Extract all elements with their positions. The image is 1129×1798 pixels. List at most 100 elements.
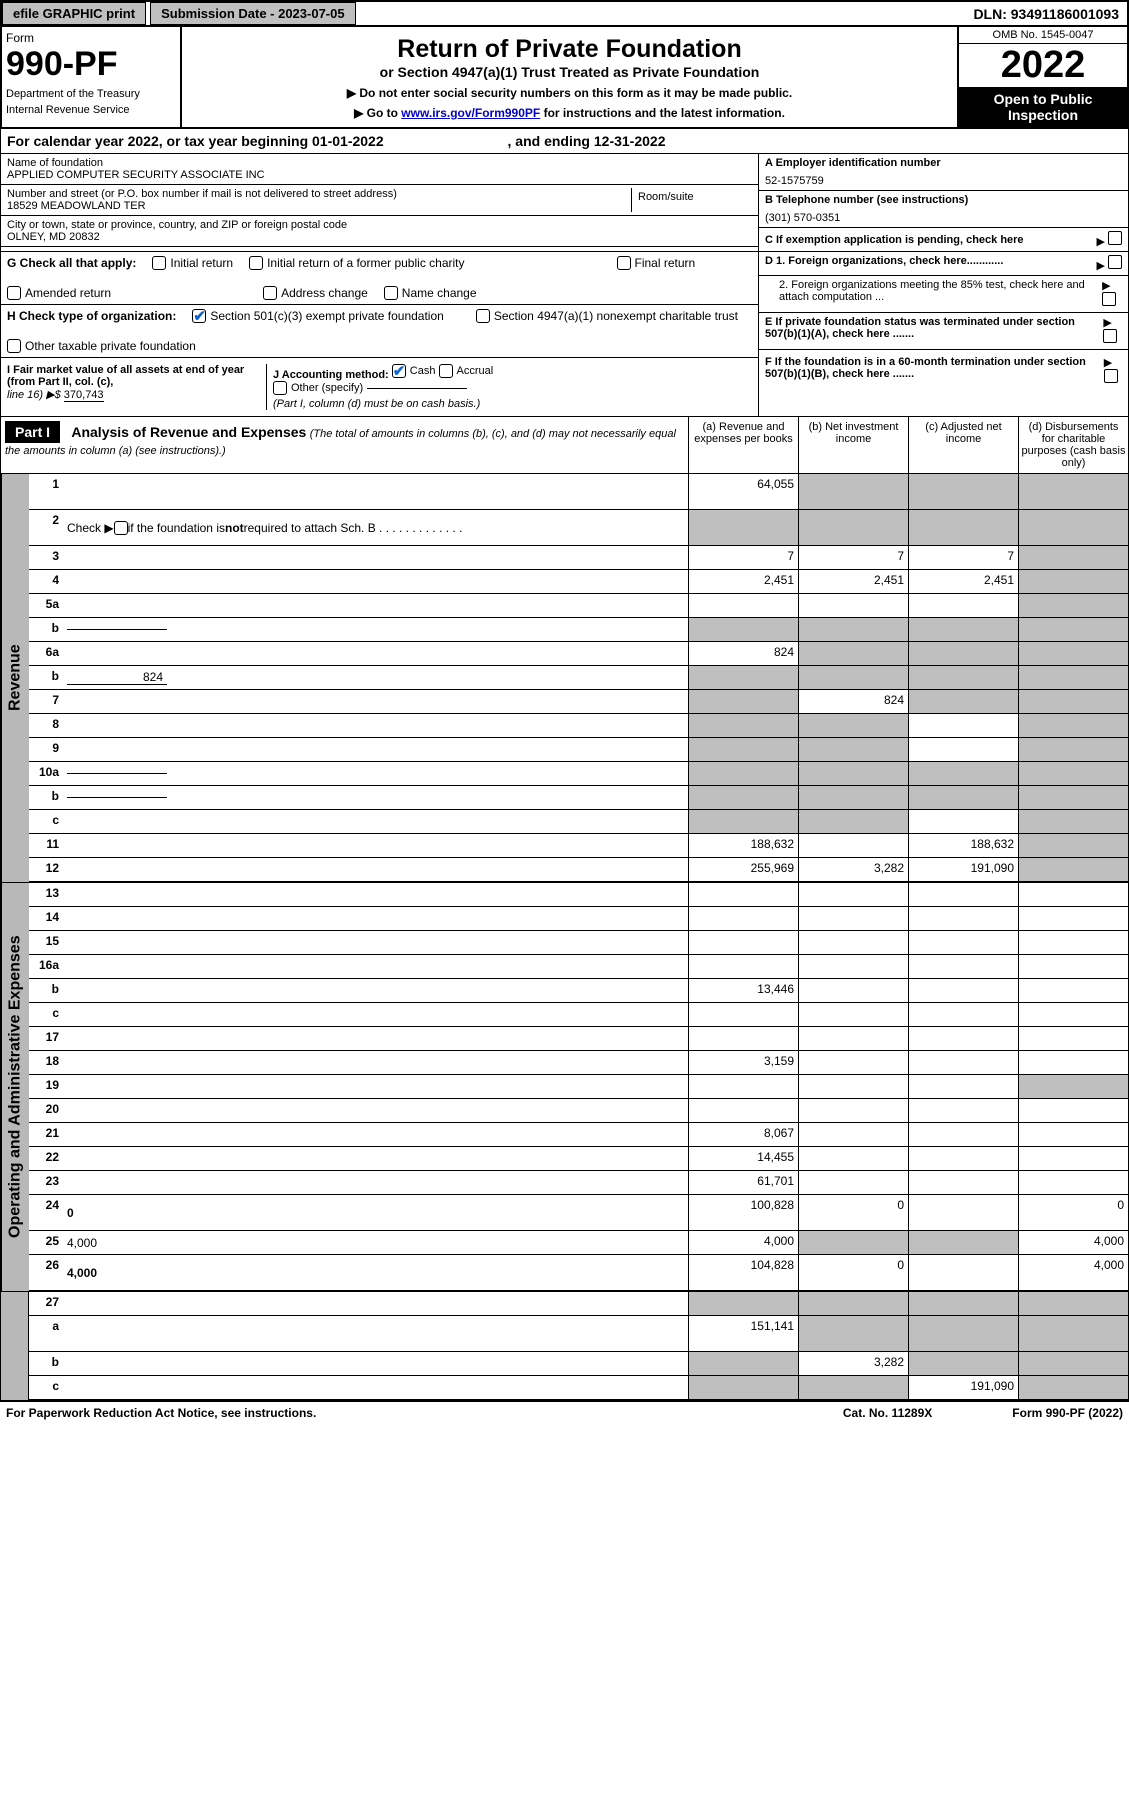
row-num: 19 — [29, 1075, 63, 1098]
table-row: 8 — [29, 714, 1128, 738]
row-val-d — [1018, 883, 1128, 906]
row-val-b — [798, 642, 908, 665]
row-num: 10a — [29, 762, 63, 785]
row-num: 12 — [29, 858, 63, 881]
row-val-a: 255,969 — [688, 858, 798, 881]
exemption-label: C If exemption application is pending, c… — [765, 234, 1024, 246]
g-opt-2: Final return — [635, 256, 696, 270]
row-val-c — [908, 1099, 1018, 1122]
exemption-checkbox[interactable] — [1108, 231, 1122, 245]
form-label: Form — [6, 31, 176, 45]
row-val-b — [798, 1123, 908, 1146]
row-val-c — [908, 1123, 1018, 1146]
g-right: D 1. Foreign organizations, check here..… — [758, 252, 1128, 416]
row-val-c — [908, 1051, 1018, 1074]
row-desc — [63, 810, 688, 833]
f-checkbox[interactable] — [1104, 369, 1118, 383]
form-header: Form 990-PF Department of the Treasury I… — [0, 27, 1129, 129]
row-val-d — [1018, 1003, 1128, 1026]
chk-initial[interactable] — [152, 256, 166, 270]
revenue-sidelabel: Revenue — [1, 474, 29, 882]
irs-link[interactable]: www.irs.gov/Form990PF — [401, 106, 540, 120]
table-row: 11188,632188,632 — [29, 834, 1128, 858]
row-val-d — [1018, 1075, 1128, 1098]
row-val-c — [908, 1195, 1018, 1230]
row-val-d: 4,000 — [1018, 1231, 1128, 1254]
row-num: c — [29, 1003, 63, 1026]
f-label: F If the foundation is in a 60-month ter… — [765, 356, 1104, 386]
form-number: 990-PF — [6, 45, 176, 84]
chk-other-tax[interactable] — [7, 339, 21, 353]
chk-final[interactable] — [617, 256, 631, 270]
row-val-c — [908, 1352, 1018, 1375]
street-label: Number and street (or P.O. box number if… — [7, 188, 631, 200]
row-val-a — [688, 1376, 798, 1399]
row-val-a — [688, 594, 798, 617]
part1-label: Part I — [5, 421, 60, 443]
chk-initial-former[interactable] — [249, 256, 263, 270]
row-val-d — [1018, 907, 1128, 930]
row-desc — [63, 1075, 688, 1098]
row-val-d — [1018, 1027, 1128, 1050]
row-val-a — [688, 907, 798, 930]
chk-name[interactable] — [384, 286, 398, 300]
chk-address[interactable] — [263, 286, 277, 300]
chk-cash[interactable] — [392, 364, 406, 378]
row-val-a — [688, 1027, 798, 1050]
dept-irs: Internal Revenue Service — [6, 104, 176, 116]
row-desc — [63, 1147, 688, 1170]
phone-value: (301) 570-0351 — [765, 212, 1122, 224]
row-val-a: 14,455 — [688, 1147, 798, 1170]
row-val-c — [908, 931, 1018, 954]
row-val-c — [908, 738, 1018, 761]
name-label: Name of foundation — [7, 157, 752, 169]
table-row: 15 — [29, 931, 1128, 955]
row-val-d — [1018, 738, 1128, 761]
d1-checkbox[interactable] — [1108, 255, 1122, 269]
chk-amended[interactable] — [7, 286, 21, 300]
schb-checkbox[interactable] — [114, 521, 128, 535]
info-left: Name of foundation APPLIED COMPUTER SECU… — [1, 154, 758, 251]
row-val-a: 100,828 — [688, 1195, 798, 1230]
row-num: 18 — [29, 1051, 63, 1074]
chk-other-method[interactable] — [273, 381, 287, 395]
info-right: A Employer identification number 52-1575… — [758, 154, 1128, 251]
table-row: 16a — [29, 955, 1128, 979]
f-cell: F If the foundation is in a 60-month ter… — [759, 350, 1128, 392]
chk-501c3[interactable] — [192, 309, 206, 323]
row-num: 13 — [29, 883, 63, 906]
row-desc: 0 — [63, 1195, 688, 1230]
note-link: ▶ Go to www.irs.gov/Form990PF for instru… — [186, 106, 953, 120]
row-val-b — [798, 1051, 908, 1074]
row-val-c — [908, 666, 1018, 689]
row-val-c — [908, 1075, 1018, 1098]
chk-accrual[interactable] — [439, 364, 453, 378]
row-desc — [63, 714, 688, 737]
row-val-d — [1018, 474, 1128, 509]
page-footer: For Paperwork Reduction Act Notice, see … — [0, 1401, 1129, 1424]
row-num: 15 — [29, 931, 63, 954]
d2-checkbox[interactable] — [1102, 292, 1116, 306]
table-row: c — [29, 1003, 1128, 1027]
efile-print-button[interactable]: efile GRAPHIC print — [2, 2, 146, 25]
j-accrual: Accrual — [457, 365, 494, 377]
table-row: 12255,9693,282191,090 — [29, 858, 1128, 882]
row-num: 26 — [29, 1255, 63, 1290]
table-row: b 824 — [29, 666, 1128, 690]
chk-4947[interactable] — [476, 309, 490, 323]
row-desc — [63, 1003, 688, 1026]
row-desc — [63, 858, 688, 881]
ein-value: 52-1575759 — [765, 175, 1122, 187]
d1-cell: D 1. Foreign organizations, check here..… — [759, 252, 1128, 276]
row-desc — [63, 570, 688, 593]
row-val-b — [798, 1171, 908, 1194]
row-val-c: 7 — [908, 546, 1018, 569]
expenses-table: Operating and Administrative Expenses 13… — [0, 883, 1129, 1292]
row-num: b — [29, 618, 63, 641]
city-label: City or town, state or province, country… — [7, 219, 752, 231]
e-checkbox[interactable] — [1103, 329, 1117, 343]
row-desc — [63, 1376, 688, 1399]
row-val-a — [688, 955, 798, 978]
j-note: (Part I, column (d) must be on cash basi… — [273, 398, 480, 410]
cal-pre: For calendar year 2022, or tax year begi… — [7, 133, 312, 149]
